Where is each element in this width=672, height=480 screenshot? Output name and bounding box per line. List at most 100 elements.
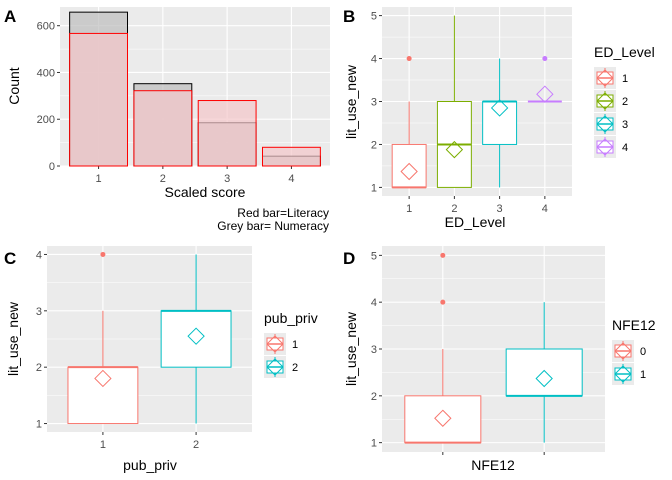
legend-title: ED_Level bbox=[594, 44, 655, 60]
legend-key-mean bbox=[596, 69, 614, 87]
y-axis-title: lit_use_new bbox=[5, 301, 21, 376]
y-tick-label: 5 bbox=[371, 250, 377, 262]
bar-literacy bbox=[262, 146, 321, 167]
legend: NFE12 0 1 bbox=[612, 317, 656, 385]
x-tick-label: 1 bbox=[406, 203, 412, 215]
legend-label: 2 bbox=[622, 96, 628, 108]
outlier-point bbox=[100, 251, 106, 257]
legend-key-mean bbox=[596, 138, 614, 156]
box-4 bbox=[527, 56, 562, 103]
annotation: Red bar=Literacy bbox=[237, 206, 329, 220]
x-axis-title: NFE12 bbox=[471, 457, 515, 473]
box-body bbox=[67, 366, 139, 425]
y-tick-label: 200 bbox=[37, 114, 55, 126]
outlier-point bbox=[542, 56, 548, 62]
outlier-point bbox=[440, 252, 446, 258]
panel-tag: D bbox=[343, 249, 355, 268]
panel-tag: C bbox=[4, 249, 16, 268]
annotation: Grey bar= Numeracy bbox=[217, 219, 329, 233]
x-tick-label: 3 bbox=[497, 203, 503, 215]
mean-marker bbox=[434, 409, 452, 427]
mean-marker bbox=[535, 369, 553, 388]
box-body bbox=[505, 348, 583, 397]
legend-key-mean bbox=[266, 358, 284, 376]
legend-title: pub_priv bbox=[264, 310, 318, 326]
legend: ED_Level 1 2 3 4 bbox=[594, 44, 655, 158]
box-2 bbox=[436, 15, 472, 188]
y-tick-label: 2 bbox=[371, 391, 377, 403]
bar-literacy bbox=[133, 90, 193, 167]
mean-marker bbox=[94, 369, 112, 388]
y-tick-label: 1 bbox=[36, 419, 42, 431]
mean-marker bbox=[400, 162, 418, 181]
bar-literacy bbox=[197, 100, 257, 167]
box-body bbox=[391, 143, 427, 188]
mean-marker bbox=[445, 140, 464, 159]
box-body bbox=[482, 101, 518, 145]
legend-label: 1 bbox=[292, 339, 298, 351]
y-tick-label: 1 bbox=[371, 182, 377, 194]
legend: pub_priv 1 2 bbox=[264, 310, 318, 378]
x-tick-label: 4 bbox=[542, 203, 548, 215]
legend-key-mean bbox=[614, 365, 632, 383]
y-tick-label: 4 bbox=[371, 54, 377, 66]
legend-title: NFE12 bbox=[612, 317, 656, 333]
box-1 bbox=[67, 251, 139, 425]
outlier-point bbox=[406, 56, 412, 62]
y-tick-label: 2 bbox=[371, 139, 377, 151]
y-axis-title: lit_use_new bbox=[343, 64, 359, 139]
x-tick-label: 1 bbox=[100, 439, 106, 451]
box-body bbox=[160, 310, 232, 368]
box-body bbox=[404, 395, 482, 444]
mean-marker bbox=[536, 85, 554, 103]
x-tick-label: 1 bbox=[96, 173, 102, 185]
legend-label: 3 bbox=[622, 119, 628, 131]
legend-key-mean bbox=[614, 342, 632, 360]
box-1 bbox=[391, 56, 427, 189]
y-tick-label: 4 bbox=[36, 249, 42, 261]
box-1 bbox=[404, 252, 482, 444]
bar-literacy bbox=[69, 32, 129, 167]
y-axis-title: lit_use_new bbox=[343, 311, 359, 386]
y-tick-label: 3 bbox=[371, 97, 377, 109]
y-tick-label: 600 bbox=[37, 21, 55, 33]
y-tick-label: 1 bbox=[371, 438, 377, 450]
panel-b: 1 2 3 4 5 1 2 3 4 ED_Level lit_use_new B ED_Level 1 2 3… bbox=[343, 7, 655, 230]
x-tick-label: 3 bbox=[224, 173, 230, 185]
mean-marker bbox=[490, 99, 509, 117]
legend-label: 4 bbox=[622, 142, 628, 154]
panel-tag: B bbox=[343, 7, 355, 26]
box-3 bbox=[482, 58, 518, 188]
panel-a: 0 200 400 600 1 2 3 4 Scaled score Count A Red bar=… bbox=[4, 7, 330, 233]
x-tick-label: 4 bbox=[288, 173, 294, 185]
y-tick-label: 4 bbox=[371, 297, 377, 309]
y-axis-title: Count bbox=[6, 67, 22, 104]
y-tick-label: 400 bbox=[37, 67, 55, 79]
x-axis-title: Scaled score bbox=[165, 184, 246, 200]
panel-tag: A bbox=[4, 7, 16, 26]
x-tick-label: 2 bbox=[193, 439, 199, 451]
x-tick-label: 2 bbox=[451, 203, 457, 215]
y-tick-label: 3 bbox=[36, 306, 42, 318]
panel-d: 1 2 3 4 5 NFE12 lit_use_new D NFE12 0 1 bbox=[343, 246, 656, 473]
legend-key-mean bbox=[596, 92, 614, 110]
y-tick-label: 0 bbox=[49, 161, 55, 173]
y-tick-label: 2 bbox=[36, 362, 42, 374]
legend-label: 1 bbox=[640, 369, 646, 381]
legend-key-mean bbox=[596, 115, 614, 133]
box-2 bbox=[160, 254, 232, 424]
legend-label: 1 bbox=[622, 73, 628, 85]
legend-label: 2 bbox=[292, 362, 298, 374]
x-axis-title: pub_priv bbox=[123, 457, 177, 473]
y-tick-label: 5 bbox=[371, 11, 377, 23]
x-tick-label: 2 bbox=[160, 173, 166, 185]
legend-key-mean bbox=[266, 335, 284, 353]
y-tick-label: 3 bbox=[371, 344, 377, 356]
legend-label: 0 bbox=[640, 346, 646, 358]
x-axis-title: ED_Level bbox=[445, 214, 506, 230]
box-2 bbox=[505, 302, 583, 443]
mean-marker bbox=[187, 327, 205, 345]
outlier-point bbox=[440, 299, 446, 305]
